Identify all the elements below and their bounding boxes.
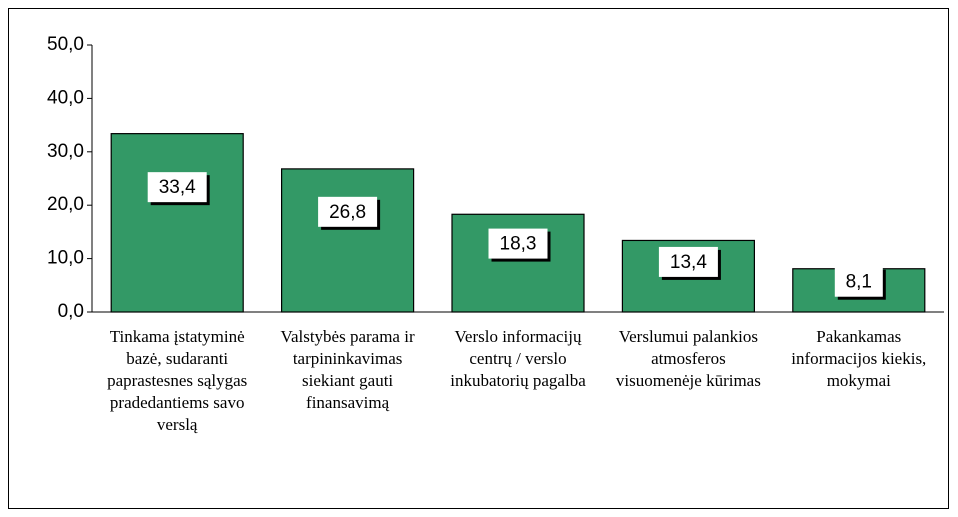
- value-label: 18,3: [500, 234, 537, 255]
- bar: [281, 168, 415, 313]
- value-label: 13,4: [670, 252, 707, 273]
- value-label-box: [318, 196, 378, 227]
- value-label-box: [147, 172, 207, 203]
- y-tick-label: 30,0: [47, 141, 84, 162]
- x-tick-label: Verslo informacijų centrų / verslo inkub…: [450, 327, 586, 390]
- value-label-box: [658, 246, 718, 277]
- y-tick-label: 10,0: [47, 248, 84, 269]
- x-tick-label: Verslumui palankios atmosferos visuomenė…: [615, 327, 761, 390]
- bar: [110, 133, 244, 313]
- y-tick-label: 40,0: [47, 87, 84, 108]
- value-label: 33,4: [159, 177, 196, 198]
- y-tick-label: 50,0: [47, 34, 84, 55]
- value-label-box: [488, 228, 548, 259]
- value-label: 26,8: [329, 202, 366, 223]
- value-label-box: [834, 266, 883, 297]
- y-tick-label: 20,0: [47, 194, 84, 215]
- x-tick-label: Valstybės parama ir tarpininkavimas siek…: [280, 327, 415, 412]
- y-tick-label: 0,0: [58, 301, 84, 322]
- value-label: 8,1: [846, 272, 872, 293]
- x-tick-label: Tinkama įstatyminė bazė, sudaranti papra…: [107, 327, 248, 434]
- x-tick-label: Pakankamas informacijos kiekis, mokymai: [791, 327, 927, 390]
